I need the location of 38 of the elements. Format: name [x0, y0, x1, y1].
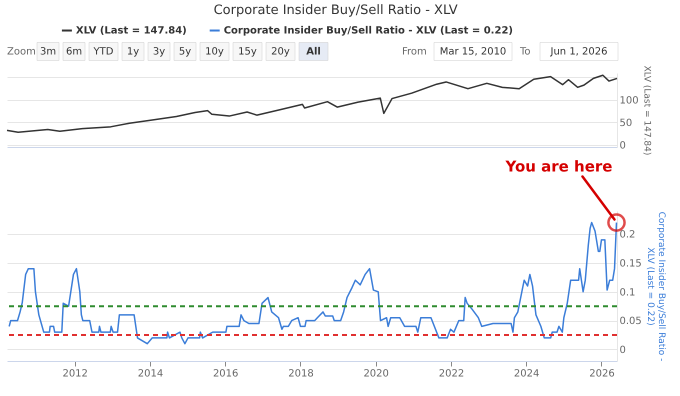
y-tick-label: 0.15 [620, 258, 642, 270]
line-series [6, 74, 618, 133]
x-tick-label: 2026 [589, 368, 615, 380]
legend-label: XLV (Last = 147.84) [76, 26, 187, 37]
x-tick-label: 2012 [62, 368, 88, 380]
y-tick-label: 0.1 [620, 287, 636, 298]
y-tick-label: 0.2 [620, 230, 636, 241]
x-tick-label: 2014 [138, 368, 164, 380]
text: 6m [66, 46, 82, 58]
text: Mar 15, 2010 [440, 46, 506, 58]
legend-label: Corporate Insider Buy/Sell Ratio - XLV (Last = 0.22) [224, 26, 513, 37]
x-tick-label: 2022 [438, 368, 464, 380]
x-tick-label: 2024 [514, 368, 540, 380]
text: 3y [152, 46, 166, 58]
text: Jun 1, 2026 [550, 46, 608, 58]
text: 3m [40, 46, 56, 58]
text: 10y [205, 46, 224, 58]
chart-title: Corporate Insider Buy/Sell Ratio - XLV [214, 3, 458, 18]
x-tick-label: 2018 [288, 368, 314, 380]
text: 15y [238, 46, 257, 58]
text: 5y [178, 46, 192, 58]
text: 20y [271, 46, 290, 58]
text: To [519, 46, 531, 58]
text: All [306, 46, 321, 58]
y-tick-label: 0 [620, 344, 626, 356]
y-axis-title: XLV (Last = 147.84) [642, 66, 652, 156]
text: Zoom [7, 46, 36, 58]
x-tick-label: 2020 [363, 368, 389, 380]
annotation: You are here [504, 158, 612, 176]
y-axis-title: Corporate Insider Buy/Sell Ratio - XLV (Last = 0.22) [644, 212, 666, 362]
y-tick-label: 0.05 [620, 316, 642, 328]
text: YTD [92, 46, 114, 58]
x-tick-label: 2016 [212, 368, 238, 380]
text: 1y [126, 46, 140, 58]
y-tick-label: 0 [620, 140, 626, 152]
y-tick-label: 100 [620, 95, 639, 106]
y-tick-label: 50 [620, 118, 632, 129]
text: From [402, 46, 427, 58]
